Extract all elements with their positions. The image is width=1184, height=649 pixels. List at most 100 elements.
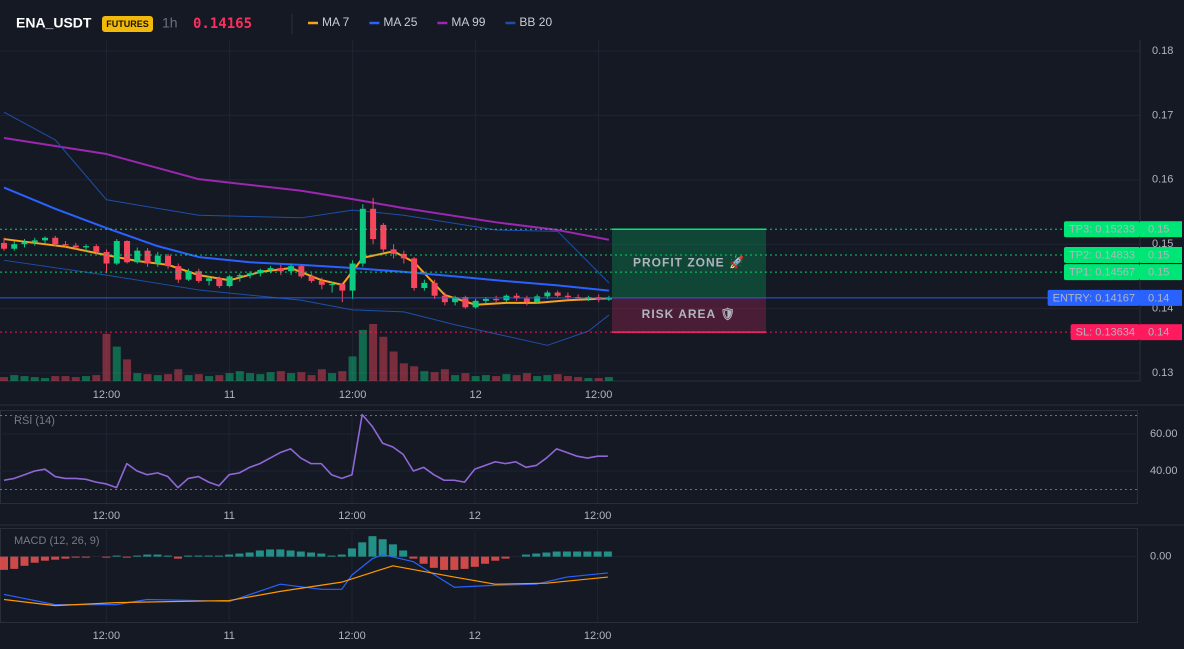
- candle-body: [544, 292, 551, 297]
- histogram-bar: [562, 551, 571, 557]
- x-tick-label: 12:00: [338, 510, 366, 522]
- histogram-bar: [368, 536, 377, 557]
- level-label: TP1: 0.14567: [1069, 267, 1135, 279]
- candle-body: [11, 244, 18, 249]
- volume-bar: [328, 373, 337, 381]
- candle-body: [206, 278, 213, 281]
- histogram-bar: [429, 556, 438, 568]
- histogram-bar: [214, 555, 223, 557]
- badge: FUTURES: [106, 19, 149, 29]
- candle-body: [564, 295, 571, 298]
- zone: [612, 297, 766, 333]
- x-tick-label: 12:00: [584, 630, 612, 642]
- candle-body: [247, 273, 254, 276]
- histogram-bar: [61, 556, 70, 559]
- candle-body: [154, 255, 161, 264]
- interval[interactable]: 1h: [162, 15, 178, 31]
- volume-bar: [174, 369, 183, 381]
- volume-bar: [543, 375, 552, 381]
- candle-body: [21, 242, 28, 245]
- histogram-bar: [347, 548, 356, 557]
- volume-bar: [30, 377, 39, 381]
- candle-body: [31, 240, 38, 243]
- volume-bar: [10, 375, 19, 381]
- volume-bar: [389, 351, 398, 381]
- candle-body: [216, 278, 223, 287]
- volume-bar: [553, 374, 562, 381]
- x-tick-label: 12:00: [584, 510, 612, 522]
- level-label: TP2: 0.14833: [1069, 249, 1135, 261]
- badge-bg: [102, 16, 153, 32]
- legend-label[interactable]: BB 20: [519, 15, 552, 29]
- legend-label[interactable]: MA 99: [451, 15, 485, 29]
- volume-bar: [246, 373, 255, 381]
- candle-body: [298, 266, 305, 277]
- zone: [612, 229, 766, 298]
- histogram-bar: [81, 556, 90, 558]
- indicator-line: [3, 136, 610, 241]
- volume-bar: [369, 324, 378, 381]
- symbol-title: ENA_USDT: [16, 15, 92, 31]
- histogram-bar: [573, 551, 582, 557]
- volume-bar: [0, 377, 8, 381]
- histogram-bar: [0, 556, 8, 570]
- level-axis-label: 0.15: [1148, 224, 1169, 236]
- volume-bar: [164, 374, 173, 381]
- volume-bar: [440, 369, 449, 381]
- volume-bar: [317, 369, 326, 381]
- x-tick-label: 11: [223, 510, 234, 522]
- level-label: SL: 0.13634: [1076, 327, 1135, 339]
- volume-bar: [492, 376, 501, 381]
- level-axis-label: 0.15: [1148, 267, 1169, 279]
- histogram-bar: [603, 551, 612, 557]
- volume-bar: [379, 336, 388, 381]
- volume-bar: [225, 373, 234, 381]
- histogram-bar: [378, 539, 387, 557]
- candle-body: [493, 298, 500, 301]
- histogram-bar: [532, 553, 541, 557]
- histogram-bar: [460, 556, 469, 569]
- candle-body: [267, 268, 274, 270]
- volume-bar: [502, 374, 511, 381]
- histogram-bar: [470, 556, 479, 567]
- candle-body: [52, 237, 59, 245]
- histogram-bar: [317, 553, 326, 557]
- volume-bar: [574, 377, 583, 381]
- histogram-bar: [593, 551, 602, 557]
- histogram-bar: [122, 556, 131, 558]
- indicator-line: [3, 111, 610, 284]
- level-axis-label: 0.14: [1148, 292, 1169, 304]
- level-label-bg: [1063, 246, 1140, 263]
- level-label-bg: [1047, 289, 1140, 306]
- histogram-bar: [266, 549, 275, 557]
- histogram-bar: [337, 554, 346, 557]
- histogram-bar: [286, 550, 295, 557]
- y-tick-label: 0.13: [1152, 367, 1173, 379]
- x-tick-label: 12:00: [93, 510, 121, 522]
- histogram-bar: [51, 556, 60, 560]
- candle-body: [165, 255, 172, 267]
- histogram-bar: [501, 556, 510, 559]
- volume-bar: [287, 373, 296, 381]
- volume-bar: [399, 363, 408, 381]
- candle-body: [359, 208, 366, 264]
- x-tick-label: 11: [224, 389, 235, 401]
- histogram-bar: [235, 553, 244, 557]
- indicator-line: [3, 186, 610, 292]
- volume-bar: [307, 375, 316, 381]
- legend-label[interactable]: MA 25: [383, 15, 417, 29]
- histogram-bar: [409, 556, 418, 559]
- candle-body: [257, 269, 264, 274]
- candle-body: [605, 297, 612, 300]
- volume-bar: [276, 371, 285, 381]
- candle-body: [452, 297, 459, 303]
- histogram-bar: [245, 552, 254, 557]
- candle-body: [308, 276, 315, 281]
- legend-label[interactable]: MA 7: [322, 15, 350, 29]
- y-tick-label: 40.00: [1150, 465, 1178, 477]
- candle-body: [411, 258, 418, 289]
- histogram-bar: [10, 556, 19, 569]
- candle-body: [339, 284, 346, 291]
- candle-body: [83, 246, 90, 248]
- candle-body: [175, 266, 182, 280]
